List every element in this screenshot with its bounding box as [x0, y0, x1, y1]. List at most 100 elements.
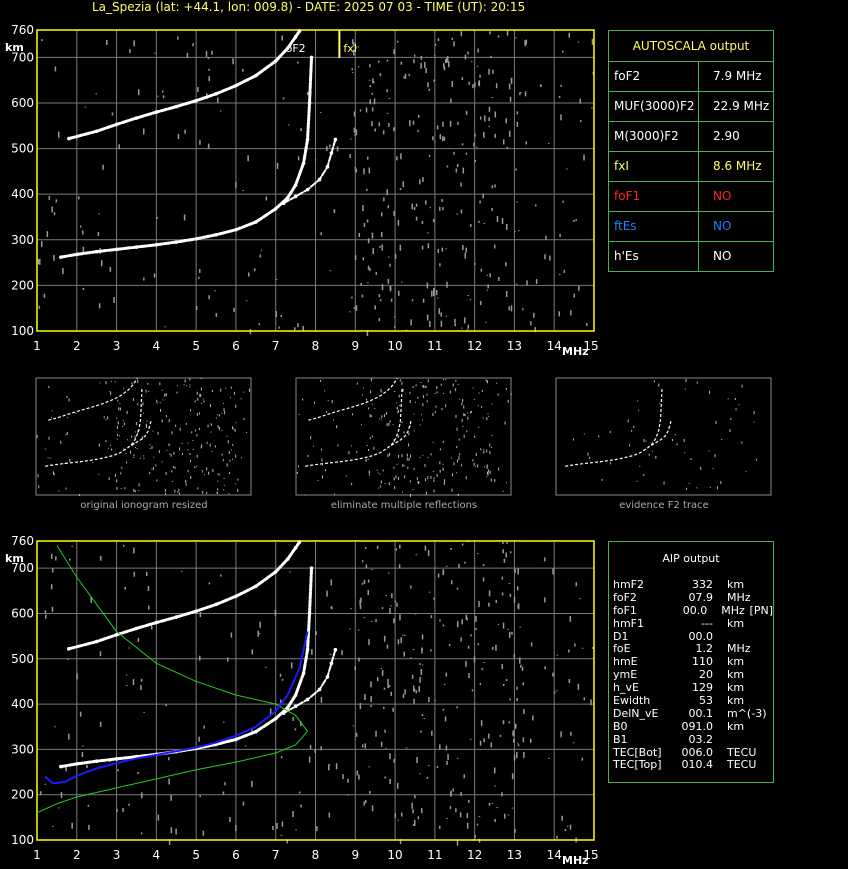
noise-pixel	[402, 634, 404, 636]
thumb-noise	[321, 458, 323, 462]
noise-pixel	[517, 568, 519, 575]
thumb-noise	[425, 491, 427, 495]
noise-pixel	[450, 547, 452, 550]
thumb-noise	[478, 426, 480, 428]
trace-point	[94, 759, 99, 763]
thumb-noise	[458, 455, 460, 457]
noise-pixel	[242, 801, 245, 806]
thumb-noise	[202, 398, 204, 400]
thumb-noise	[138, 483, 140, 487]
noise-pixel	[544, 666, 546, 670]
noise-pixel	[355, 305, 358, 312]
thumb-noise	[480, 448, 482, 451]
thumb-noise	[161, 461, 163, 463]
thumb-noise	[117, 399, 119, 402]
trace-point	[134, 245, 139, 249]
noise-pixel	[82, 287, 85, 290]
trace-point	[273, 59, 278, 63]
thumb-noise	[730, 417, 732, 420]
thumb-noise	[229, 459, 231, 462]
y-tick-label: 400	[11, 187, 34, 201]
noise-pixel	[547, 142, 550, 144]
thumb-noise	[433, 489, 435, 493]
noise-pixel	[471, 61, 473, 63]
noise-pixel	[516, 201, 518, 203]
noise-pixel	[438, 825, 441, 829]
trace-point	[305, 187, 310, 192]
thumb-noise	[118, 435, 120, 437]
noise-pixel	[397, 819, 399, 821]
noise-pixel	[448, 644, 451, 647]
noise-pixel	[516, 752, 518, 759]
noise-pixel	[507, 628, 509, 630]
thumb-noise	[217, 480, 219, 482]
thumb-noise	[490, 447, 492, 449]
autoscala-row: h'Es NO	[609, 242, 773, 272]
noise-pixel	[456, 587, 459, 590]
noise-pixel	[370, 696, 372, 703]
noise-pixel	[579, 598, 581, 600]
thumb-noise	[456, 494, 458, 496]
thumb-noise	[403, 465, 405, 467]
noise-pixel	[488, 117, 490, 122]
noise-pixel	[192, 43, 194, 47]
noise-pixel	[469, 738, 472, 740]
noise-pixel	[419, 676, 421, 683]
thumb-noise	[486, 471, 488, 475]
noise-pixel	[501, 576, 504, 580]
thumb-noise	[442, 467, 444, 471]
noise-pixel	[380, 231, 383, 237]
trace-point	[234, 594, 238, 599]
trace-point	[293, 693, 298, 697]
noise-pixel	[560, 731, 562, 738]
noise-pixel	[556, 835, 558, 839]
thumb-noise	[229, 396, 231, 398]
aip-key: D1	[613, 629, 629, 643]
noise-pixel	[141, 792, 143, 799]
noise-pixel	[445, 565, 448, 567]
noise-pixel	[491, 646, 494, 650]
thumb-noise	[659, 402, 661, 404]
noise-pixel	[183, 214, 186, 221]
thumb-noise	[185, 483, 187, 486]
noise-pixel	[575, 219, 577, 222]
noise-pixel	[359, 109, 362, 112]
noise-pixel	[315, 631, 317, 636]
noise-pixel	[513, 653, 516, 658]
noise-pixel	[386, 644, 389, 649]
noise-pixel	[411, 802, 413, 809]
thumb-noise	[491, 403, 493, 405]
thumb-noise	[734, 398, 736, 401]
noise-pixel	[446, 56, 449, 63]
thumb-noise	[216, 491, 218, 494]
x-tick-label: 14	[547, 339, 562, 353]
thumb-noise	[60, 440, 62, 444]
noise-pixel	[394, 600, 397, 603]
aip-unit: km	[727, 681, 745, 695]
thumb-noise	[445, 404, 447, 408]
noise-pixel	[168, 778, 170, 785]
trace-line	[59, 55, 314, 259]
noise-pixel	[519, 657, 521, 664]
autoscala-key: M(3000)F2	[609, 122, 699, 151]
x-tick-label: 9	[351, 339, 359, 353]
trace-point	[94, 639, 99, 644]
noise-pixel	[378, 294, 381, 298]
noise-pixel	[530, 321, 532, 326]
noise-pixel	[429, 207, 432, 209]
noise-pixel	[490, 55, 492, 58]
thumb-noise	[379, 494, 381, 496]
noise-pixel	[558, 311, 561, 317]
thumb-noise	[684, 452, 686, 454]
trace-point	[194, 98, 198, 103]
thumb-noise	[116, 438, 118, 440]
thumb-noise	[297, 465, 299, 468]
x-tick-label: 15	[583, 339, 598, 353]
noise-pixel	[175, 828, 177, 835]
thumb-noise	[227, 440, 229, 444]
thumb-noise	[223, 484, 225, 486]
noise-pixel	[457, 121, 459, 125]
noise-pixel	[468, 799, 470, 803]
x-axis-label: MHz	[562, 854, 589, 867]
thumb-noise	[196, 465, 198, 467]
